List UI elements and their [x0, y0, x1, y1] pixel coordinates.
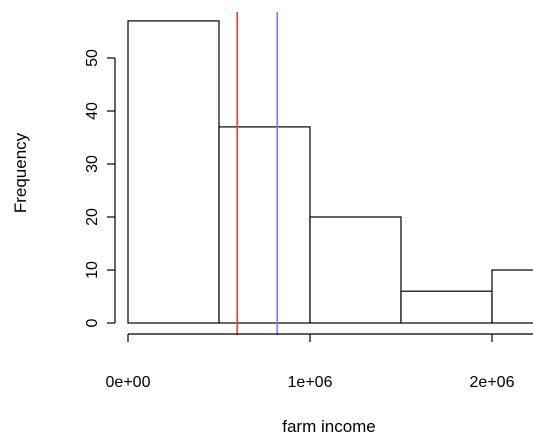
histogram-bar-4	[400, 290, 493, 324]
bars-layer	[127, 20, 533, 324]
histogram-bar-3	[309, 216, 402, 324]
histogram-bar-2	[218, 126, 311, 324]
y-tick-label-4: 30	[84, 155, 101, 173]
histogram-bar-1	[127, 20, 220, 324]
y-tick-label-3: 20	[84, 208, 101, 226]
y-tick-label-1: 0	[84, 318, 101, 327]
x-tick-label-2: 1e+06	[288, 374, 333, 391]
y-tick-label-6: 50	[84, 49, 101, 67]
histogram-bar-5	[491, 269, 533, 324]
y-tick-label-2: 10	[84, 261, 101, 279]
x-axis-title: farm income	[282, 417, 376, 436]
y-axis-title: Frequency	[11, 132, 30, 213]
y-tick-label-5: 40	[84, 102, 101, 120]
reference-lines-layer	[236, 12, 279, 335]
x-tick-label-1: 0e+00	[106, 374, 151, 391]
x-tick-label-3: 2e+06	[470, 374, 515, 391]
y-axis: 0 10 20 30 40 50	[84, 49, 116, 327]
